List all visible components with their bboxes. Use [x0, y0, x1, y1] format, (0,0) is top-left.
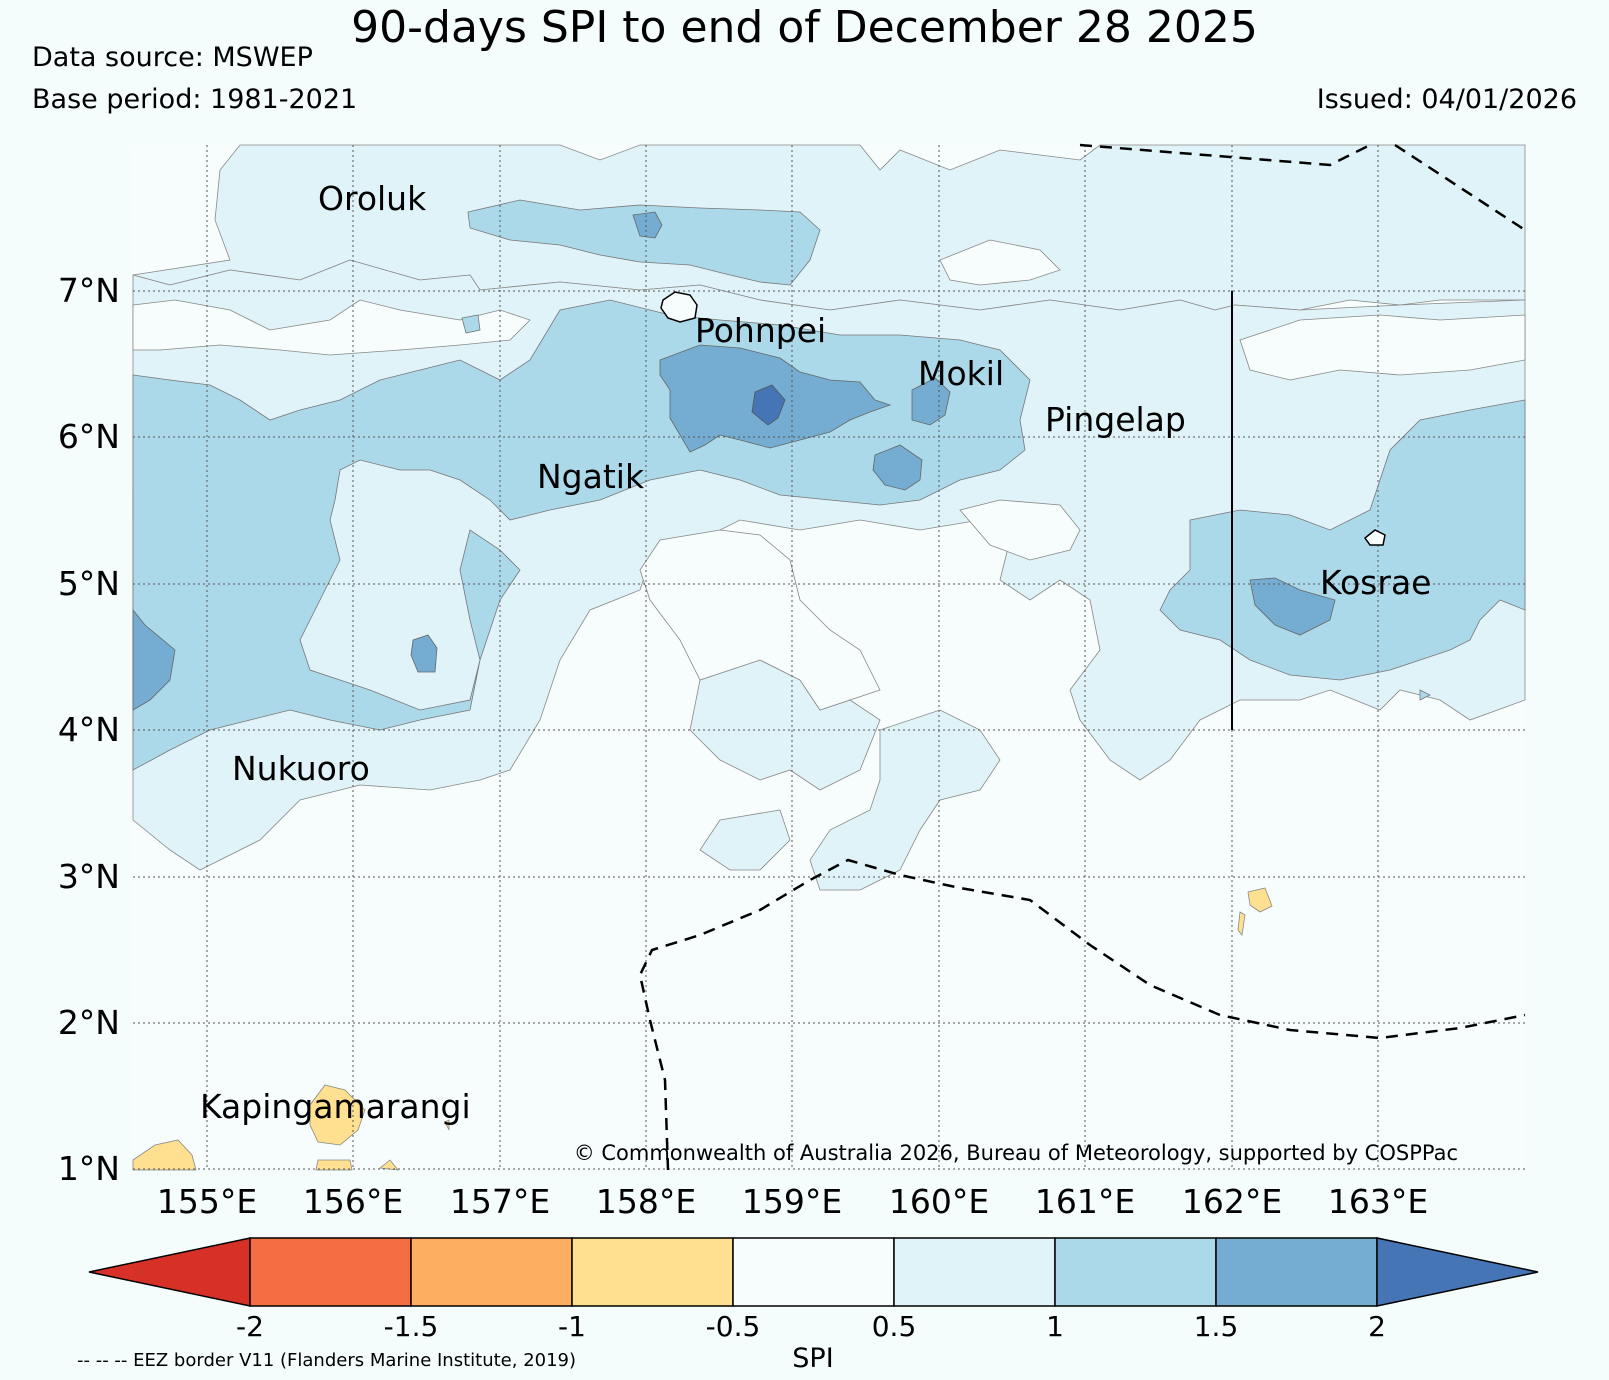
data-source: Data source: MSWEP — [32, 42, 313, 73]
lat-label: 5°N — [58, 564, 120, 603]
colorbar-extend-low — [88, 1237, 251, 1307]
lon-label: 156°E — [303, 1182, 403, 1221]
lon-label: 162°E — [1182, 1182, 1282, 1221]
page-title: 90-days SPI to end of December 28 2025 — [351, 2, 1258, 53]
eez-borders — [638, 143, 1526, 1171]
place-label-kapingamarangi: Kapingamarangi — [200, 1087, 471, 1126]
lat-label: 3°N — [58, 857, 120, 896]
place-label-ngatik: Ngatik — [537, 457, 645, 496]
colorbar-tick: -2 — [236, 1310, 264, 1343]
place-label-mokil: Mokil — [918, 354, 1004, 393]
place-label-pohnpei: Pohnpei — [695, 311, 826, 350]
colorbar-tick: -1 — [558, 1310, 586, 1343]
colorbar-segment — [732, 1237, 895, 1307]
place-label-oroluk: Oroluk — [318, 179, 427, 218]
colorbar-segment — [1054, 1237, 1217, 1307]
spi-1.5-2-regions — [132, 211, 1336, 711]
lon-label: 160°E — [889, 1182, 989, 1221]
lat-label: 4°N — [58, 710, 120, 749]
latitude-labels: 7°N 6°N 5°N 4°N 3°N 2°N 1°N — [58, 271, 120, 1188]
colorbar-segment — [571, 1237, 734, 1307]
colorbar-label: SPI — [792, 1343, 833, 1374]
place-labels: Oroluk Pohnpei Mokil Pingelap Ngatik Kos… — [200, 179, 1431, 1126]
lon-label: 155°E — [157, 1182, 257, 1221]
base-period: Base period: 1981-2021 — [32, 84, 358, 115]
place-label-nukuoro: Nukuoro — [232, 749, 370, 788]
colorbar-tick: 0.5 — [872, 1310, 917, 1343]
lon-label: 163°E — [1328, 1182, 1428, 1221]
colorbar-segment — [1215, 1237, 1378, 1307]
colorbar — [88, 1237, 1539, 1307]
place-label-pingelap: Pingelap — [1045, 400, 1186, 439]
lon-label: 158°E — [596, 1182, 696, 1221]
colorbar-segment — [249, 1237, 412, 1307]
colorbar-tick: 1 — [1046, 1310, 1064, 1343]
colorbar-tick: 2 — [1368, 1310, 1386, 1343]
place-label-kosrae: Kosrae — [1320, 563, 1431, 602]
issued-date: Issued: 04/01/2026 — [1316, 84, 1577, 115]
spi-above-2-regions — [751, 384, 786, 426]
lon-label: 161°E — [1035, 1182, 1135, 1221]
eez-note: -- -- -- EEZ border V11 (Flanders Marine… — [77, 1350, 576, 1371]
colorbar-extend-high — [1376, 1237, 1539, 1307]
lat-label: 7°N — [58, 271, 120, 310]
longitude-labels: 155°E 156°E 157°E 158°E 159°E 160°E 161°… — [157, 1182, 1428, 1221]
colorbar-ticks: -2 -1.5 -1 -0.5 0.5 1 1.5 2 — [236, 1310, 1386, 1343]
spi-dry-regions — [132, 887, 1273, 1171]
pohnpei-island-icon — [660, 291, 698, 323]
colorbar-tick: -0.5 — [706, 1310, 761, 1343]
colorbar-segment — [410, 1237, 573, 1307]
colorbar-segment — [893, 1237, 1056, 1307]
lat-label: 1°N — [58, 1149, 120, 1188]
lat-label: 2°N — [58, 1003, 120, 1042]
island-outlines — [660, 291, 1386, 546]
copyright-notice: © Commonwealth of Australia 2026, Bureau… — [574, 1141, 1458, 1165]
lon-label: 157°E — [450, 1182, 550, 1221]
lat-label: 6°N — [58, 417, 120, 456]
lon-label: 159°E — [742, 1182, 842, 1221]
colorbar-tick: -1.5 — [384, 1310, 439, 1343]
kosrae-island-icon — [1363, 529, 1386, 546]
colorbar-tick: 1.5 — [1194, 1310, 1239, 1343]
